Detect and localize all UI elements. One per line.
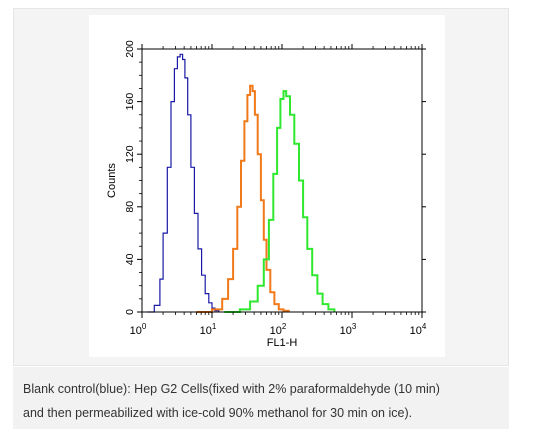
x-tick-label-4: 104	[410, 322, 427, 337]
x-tick-label-1: 101	[200, 322, 217, 337]
plot-card: 0 40 80 120 160 200 100 101 102 103 104 Counts FL1…	[89, 15, 445, 357]
y-tick-label-1: 40	[124, 253, 136, 265]
y-tick-label-3: 120	[124, 145, 136, 163]
figure-panel: 0 40 80 120 160 200 100 101 102 103 104 Counts FL1…	[13, 8, 509, 366]
tick-layer: 0 40 80 120 160 200 100 101 102 103 104	[124, 40, 427, 337]
x-tick-label-2: 102	[270, 322, 287, 337]
figure-caption: Blank control(blue): Hep G2 Cells(fixed …	[13, 367, 509, 429]
y-tick-label-4: 160	[124, 93, 136, 111]
y-tick-label-5: 200	[124, 40, 136, 58]
y-tick-label-0: 0	[124, 309, 136, 315]
axes-frame	[141, 48, 423, 313]
y-tick-label-2: 80	[124, 201, 136, 213]
caption-line-2: and then permeabilized with ice-cold 90%…	[23, 406, 413, 420]
series-line-2	[224, 90, 336, 313]
series-line-0	[147, 53, 220, 313]
caption-line-1: Blank control(blue): Hep G2 Cells(fixed …	[23, 382, 440, 396]
series-line-1	[196, 84, 290, 313]
series-layer	[147, 53, 336, 313]
histogram-chart: 0 40 80 120 160 200 100 101 102 103 104 Counts FL1…	[106, 40, 427, 349]
x-axis-label: FL1-H	[267, 337, 298, 349]
x-tick-label-3: 103	[340, 322, 357, 337]
x-tick-label-0: 100	[130, 322, 147, 337]
y-axis-label: Counts	[106, 163, 118, 198]
